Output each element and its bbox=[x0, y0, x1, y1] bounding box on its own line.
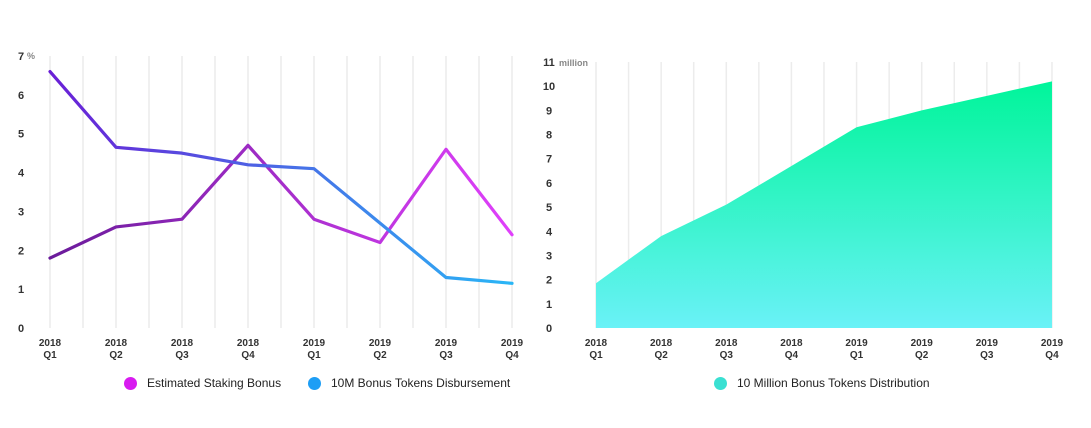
left-y-unit-label: % bbox=[27, 51, 35, 61]
left-y-tick-label: 7 bbox=[18, 51, 24, 63]
left-y-tick-label: 4 bbox=[18, 168, 25, 180]
left-x-tick-year: 2019 bbox=[501, 338, 524, 349]
right-x-tick-year: 2019 bbox=[1041, 338, 1064, 349]
left-x-tick-year: 2019 bbox=[435, 338, 458, 349]
left-x-tick-year: 2019 bbox=[369, 338, 392, 349]
left-series-lines bbox=[48, 69, 514, 285]
left-x-tick-quarter: Q3 bbox=[175, 350, 189, 361]
right-x-tick-year: 2019 bbox=[845, 338, 868, 349]
right-x-tick-year: 2018 bbox=[650, 338, 673, 349]
left-x-tick-quarter: Q1 bbox=[43, 350, 57, 361]
legend-item-distribution[interactable]: 10 Million Bonus Tokens Distribution bbox=[714, 376, 930, 390]
left-y-tick-label: 5 bbox=[18, 129, 24, 141]
left-x-tick-year: 2018 bbox=[105, 338, 128, 349]
right-x-tick-year: 2019 bbox=[976, 338, 999, 349]
right-y-tick-label: 10 bbox=[543, 81, 555, 93]
legend-disbursement-dot bbox=[308, 376, 321, 390]
right-y-tick-label: 8 bbox=[546, 130, 552, 142]
left-y-tick-label: 0 bbox=[18, 323, 24, 335]
right-series-area bbox=[596, 81, 1052, 328]
right-x-tick-quarter: Q3 bbox=[980, 350, 994, 361]
left-x-tick-quarter: Q3 bbox=[439, 350, 453, 361]
right-x-tick-year: 2018 bbox=[780, 338, 803, 349]
left-x-tick-quarter: Q4 bbox=[241, 350, 255, 361]
right-y-tick-label: 9 bbox=[546, 105, 552, 117]
right-x-tick-year: 2018 bbox=[585, 338, 608, 349]
legend-disbursement-label: 10M Bonus Tokens Disbursement bbox=[331, 376, 511, 390]
left-x-tick-quarter: Q2 bbox=[109, 350, 123, 361]
left-x-tick-year: 2018 bbox=[237, 338, 260, 349]
right-x-tick-quarter: Q1 bbox=[850, 350, 864, 361]
series-line-bonus-tokens-disbursement bbox=[48, 69, 514, 285]
right-y-tick-label: 1 bbox=[546, 299, 552, 311]
right-y-tick-label: 0 bbox=[546, 323, 552, 335]
left-y-axis: 0 1 2 3 4 5 6 7% bbox=[18, 51, 35, 335]
left-x-tick-quarter: Q1 bbox=[307, 350, 321, 361]
left-y-tick-label: 2 bbox=[18, 245, 24, 257]
right-y-axis: 0 1 2 3 4 5 6 7 8 9 10 11 million bbox=[543, 57, 588, 335]
right-x-axis: 2018Q12018Q22018Q32018Q42019Q12019Q22019… bbox=[585, 338, 1064, 361]
left-y-tick-label: 1 bbox=[18, 284, 24, 296]
right-x-tick-quarter: Q1 bbox=[589, 350, 603, 361]
right-x-tick-quarter: Q2 bbox=[915, 350, 929, 361]
left-x-tick-year: 2018 bbox=[39, 338, 62, 349]
right-y-tick-label: 2 bbox=[546, 275, 552, 287]
right-y-tick-label: 5 bbox=[546, 202, 552, 214]
right-y-tick-label: 7 bbox=[546, 154, 552, 166]
right-x-tick-quarter: Q2 bbox=[654, 350, 668, 361]
left-y-tick-label: 3 bbox=[18, 206, 24, 218]
legend-item-disbursement[interactable]: 10M Bonus Tokens Disbursement bbox=[308, 376, 510, 390]
series-area-bonus-tokens-distribution bbox=[596, 81, 1052, 328]
legend-staking-dot bbox=[124, 376, 137, 390]
right-x-tick-quarter: Q4 bbox=[1045, 350, 1059, 361]
right-x-tick-quarter: Q3 bbox=[720, 350, 734, 361]
legend-distribution-dot bbox=[714, 376, 727, 390]
left-x-tick-year: 2019 bbox=[303, 338, 326, 349]
right-x-tick-year: 2019 bbox=[911, 338, 934, 349]
right-y-tick-label: 6 bbox=[546, 178, 552, 190]
legend-item-staking[interactable]: Estimated Staking Bonus bbox=[124, 376, 281, 390]
left-x-tick-quarter: Q2 bbox=[373, 350, 387, 361]
right-y-tick-label: 4 bbox=[546, 226, 553, 238]
left-gridlines bbox=[49, 56, 513, 328]
left-y-tick-label: 6 bbox=[18, 90, 24, 102]
right-x-tick-year: 2018 bbox=[715, 338, 738, 349]
legend-distribution-label: 10 Million Bonus Tokens Distribution bbox=[737, 376, 930, 390]
left-x-tick-quarter: Q4 bbox=[505, 350, 519, 361]
right-x-tick-quarter: Q4 bbox=[785, 350, 799, 361]
right-y-tick-label: 11 bbox=[543, 57, 555, 69]
right-y-unit-label: million bbox=[559, 58, 588, 68]
left-x-axis: 2018Q12018Q22018Q32018Q42019Q12019Q22019… bbox=[39, 338, 524, 361]
right-y-tick-label: 3 bbox=[546, 250, 552, 262]
legend-staking-label: Estimated Staking Bonus bbox=[147, 376, 282, 390]
left-x-tick-year: 2018 bbox=[171, 338, 194, 349]
series-line-estimated-staking-bonus bbox=[48, 143, 514, 260]
